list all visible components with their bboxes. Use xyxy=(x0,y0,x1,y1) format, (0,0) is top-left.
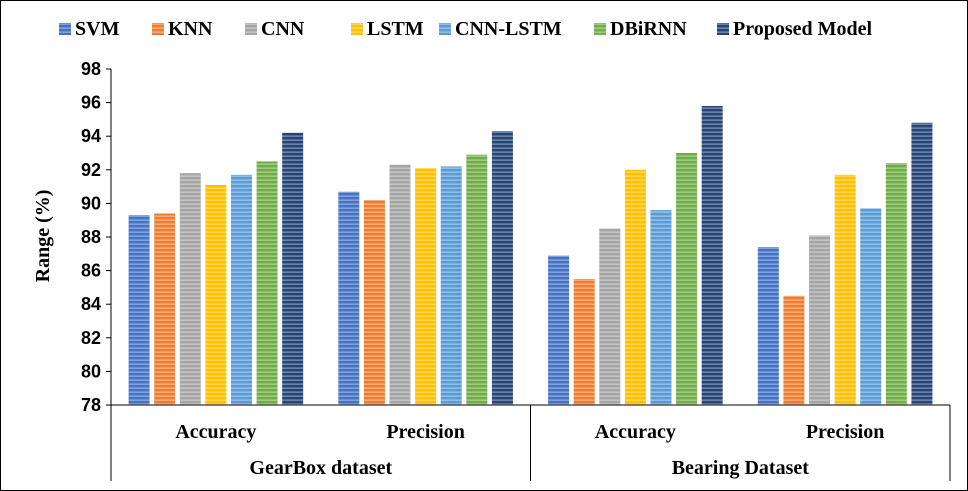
legend-item-lstm: LSTM xyxy=(351,18,424,40)
bar-proposed-model xyxy=(701,105,723,406)
x-category-label: Accuracy xyxy=(175,421,256,443)
legend-item-dbirnn: DBiRNN xyxy=(594,18,687,40)
bar-svm xyxy=(548,255,570,405)
y-tick-label: 88 xyxy=(81,227,101,247)
x-category-label: Precision xyxy=(386,421,465,443)
legend-label: LSTM xyxy=(367,18,424,40)
y-axis: 78 80 82 84 86 88 90 92 94 96 98 xyxy=(81,59,112,415)
legend-item-knn: KNN xyxy=(152,18,213,40)
x-group-label: GearBox dataset xyxy=(249,457,392,479)
bar-knn xyxy=(363,200,385,405)
y-tick-label: 78 xyxy=(81,395,101,415)
bar-cnn-lstm xyxy=(440,166,462,405)
bar-dbirnn xyxy=(676,153,698,405)
y-tick-label: 90 xyxy=(81,193,101,213)
legend-item-proposed-model: Proposed Model xyxy=(717,18,873,40)
bar-svm xyxy=(757,247,779,405)
y-tick-label: 84 xyxy=(81,294,101,314)
bar-proposed-model xyxy=(282,132,304,405)
bar-cnn-lstm xyxy=(650,210,672,405)
legend-label: KNN xyxy=(168,18,213,40)
legend-item-cnn: CNN xyxy=(245,18,305,40)
y-tick-label: 98 xyxy=(81,59,101,79)
bar-knn xyxy=(783,295,805,405)
bar-dbirnn xyxy=(466,154,488,405)
bar-svm xyxy=(128,215,150,405)
bar-lstm xyxy=(415,168,437,405)
bar-cnn-lstm xyxy=(860,208,882,405)
legend-swatch xyxy=(59,23,71,35)
legend-swatch xyxy=(245,23,257,35)
bar-proposed-model xyxy=(911,122,933,405)
bar-cnn-lstm xyxy=(230,174,252,405)
bar-knn xyxy=(573,279,595,405)
legend-label: CNN xyxy=(261,18,305,40)
legend-label: DBiRNN xyxy=(610,18,687,40)
bar-proposed-model xyxy=(491,131,513,405)
y-tick-label: 80 xyxy=(81,361,101,381)
legend: SVM KNN CNN LSTM CNN-LSTM DBiRNN Proposed Mode… xyxy=(59,18,873,40)
bar-dbirnn xyxy=(885,163,907,405)
legend-item-cnn-lstm: CNN-LSTM xyxy=(439,18,562,40)
x-group-label: Bearing Dataset xyxy=(672,457,810,479)
bar-lstm xyxy=(205,184,227,405)
y-axis-title: Range (%) xyxy=(32,190,54,283)
bars xyxy=(128,105,933,406)
legend-swatch xyxy=(351,23,363,35)
bar-dbirnn xyxy=(256,161,278,405)
x-category-label: Accuracy xyxy=(595,421,676,443)
legend-swatch xyxy=(717,23,729,35)
y-tick-label: 96 xyxy=(81,93,101,113)
y-tick-label: 94 xyxy=(81,126,101,146)
legend-swatch xyxy=(439,23,451,35)
legend-label: CNN-LSTM xyxy=(455,18,562,40)
bar-knn xyxy=(154,213,176,405)
legend-label: Proposed Model xyxy=(733,18,873,40)
bar-cnn xyxy=(809,235,831,405)
bar-lstm xyxy=(624,169,646,405)
bar-cnn xyxy=(389,164,411,405)
x-category-label: Precision xyxy=(806,421,885,443)
x-axis: Accuracy Precision Accuracy Precision GearBo… xyxy=(110,404,951,481)
bar-lstm xyxy=(834,174,856,405)
legend-item-svm: SVM xyxy=(59,18,120,40)
bar-cnn xyxy=(599,228,621,405)
y-tick-label: 82 xyxy=(81,328,101,348)
y-tick-label: 86 xyxy=(81,261,101,281)
legend-label: SVM xyxy=(75,18,120,40)
legend-swatch xyxy=(152,23,164,35)
bar-cnn xyxy=(179,173,201,405)
y-tick-label: 92 xyxy=(81,160,101,180)
bar-svm xyxy=(338,191,360,405)
legend-swatch xyxy=(594,23,606,35)
